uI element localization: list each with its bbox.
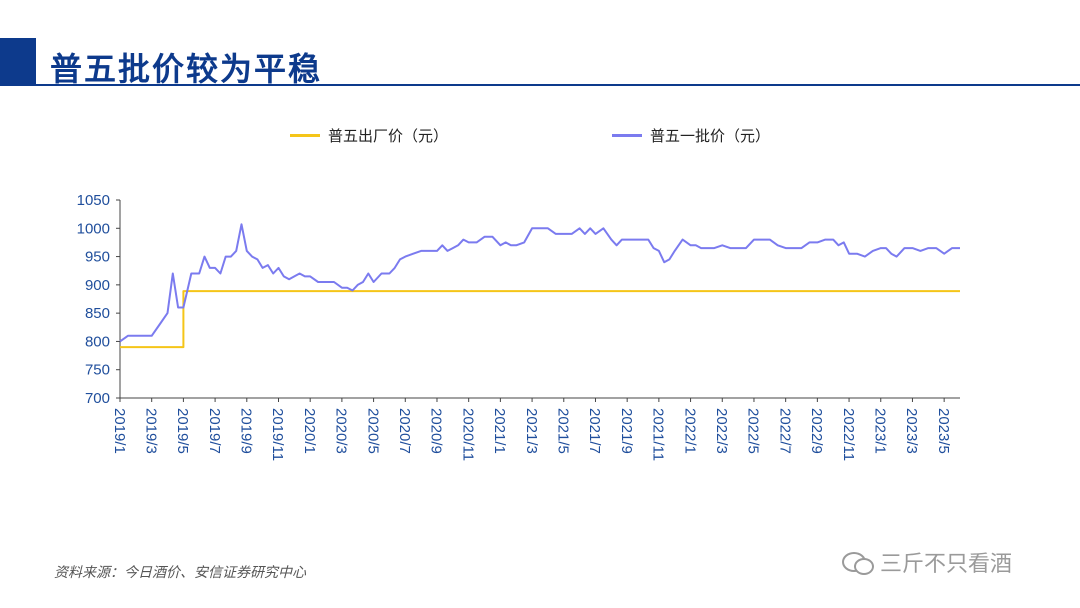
x-tick-label: 2021/3 bbox=[523, 408, 540, 454]
legend-item-factory-price: 普五出厂价（元） bbox=[290, 124, 448, 146]
title-underline bbox=[36, 84, 1080, 86]
y-tick-label: 850 bbox=[85, 305, 110, 322]
x-tick-label: 2021/7 bbox=[586, 408, 603, 454]
x-tick-label: 2023/3 bbox=[903, 408, 920, 454]
wechat-icon bbox=[842, 550, 874, 575]
x-tick-label: 2019/3 bbox=[142, 408, 159, 454]
legend-swatch-wholesale bbox=[612, 133, 642, 137]
watermark-text: 三斤不只看酒 bbox=[880, 552, 1013, 577]
x-tick-label: 2022/5 bbox=[745, 408, 762, 454]
series-line-factory-price bbox=[120, 290, 960, 349]
source-note: 资料来源：今日酒价、安信证券研究中心 bbox=[54, 565, 306, 581]
x-tick-label: 2019/5 bbox=[174, 408, 191, 454]
y-tick-label: 1000 bbox=[77, 220, 110, 237]
x-tick-label: 2023/5 bbox=[935, 408, 952, 454]
legend-label-wholesale: 普五一批价（元） bbox=[650, 126, 771, 145]
x-tick-label: 2023/1 bbox=[872, 408, 889, 454]
x-tick-label: 2020/3 bbox=[333, 408, 350, 454]
x-tick-label: 2020/1 bbox=[301, 408, 318, 454]
x-tick-label: 2019/11 bbox=[269, 408, 286, 461]
x-tick-label: 2022/9 bbox=[808, 408, 825, 454]
x-tick-label: 2021/5 bbox=[555, 408, 572, 454]
x-tick-label: 2019/9 bbox=[238, 408, 255, 454]
x-tick-label: 2021/9 bbox=[618, 408, 635, 454]
y-tick-label: 1050 bbox=[77, 192, 110, 209]
x-tick-label: 2022/11 bbox=[840, 408, 857, 461]
x-tick-label: 2022/1 bbox=[681, 408, 698, 454]
x-tick-label: 2019/7 bbox=[206, 408, 223, 454]
x-tick-label: 2022/3 bbox=[713, 408, 730, 454]
y-tick-label: 800 bbox=[85, 333, 110, 350]
title-accent-bar bbox=[0, 38, 36, 86]
page-title: 普五批价较为平稳 bbox=[50, 50, 323, 88]
series-line-wholesale-price bbox=[119, 223, 960, 343]
x-tick-label: 2020/5 bbox=[364, 408, 381, 454]
y-tick-label: 900 bbox=[85, 277, 110, 294]
x-tick-label: 2022/7 bbox=[776, 408, 793, 454]
chart-legend: 普五出厂价（元） 普五一批价（元） bbox=[0, 124, 1080, 146]
y-tick-label: 750 bbox=[85, 362, 110, 379]
y-tick-label: 700 bbox=[85, 390, 110, 407]
x-tick-label: 2020/11 bbox=[459, 408, 476, 461]
x-tick-label: 2019/1 bbox=[111, 408, 128, 454]
x-tick-label: 2020/7 bbox=[396, 408, 413, 454]
x-tick-label: 2020/9 bbox=[428, 408, 445, 454]
watermark: 三斤不只看酒 bbox=[842, 545, 1012, 579]
legend-label-factory: 普五出厂价（元） bbox=[328, 126, 449, 145]
y-tick-label: 950 bbox=[85, 249, 110, 266]
x-tick-label: 2021/11 bbox=[650, 408, 667, 461]
x-tick-label: 2021/1 bbox=[491, 408, 508, 454]
legend-swatch-factory bbox=[290, 133, 320, 137]
legend-item-wholesale-price: 普五一批价（元） bbox=[612, 124, 770, 146]
